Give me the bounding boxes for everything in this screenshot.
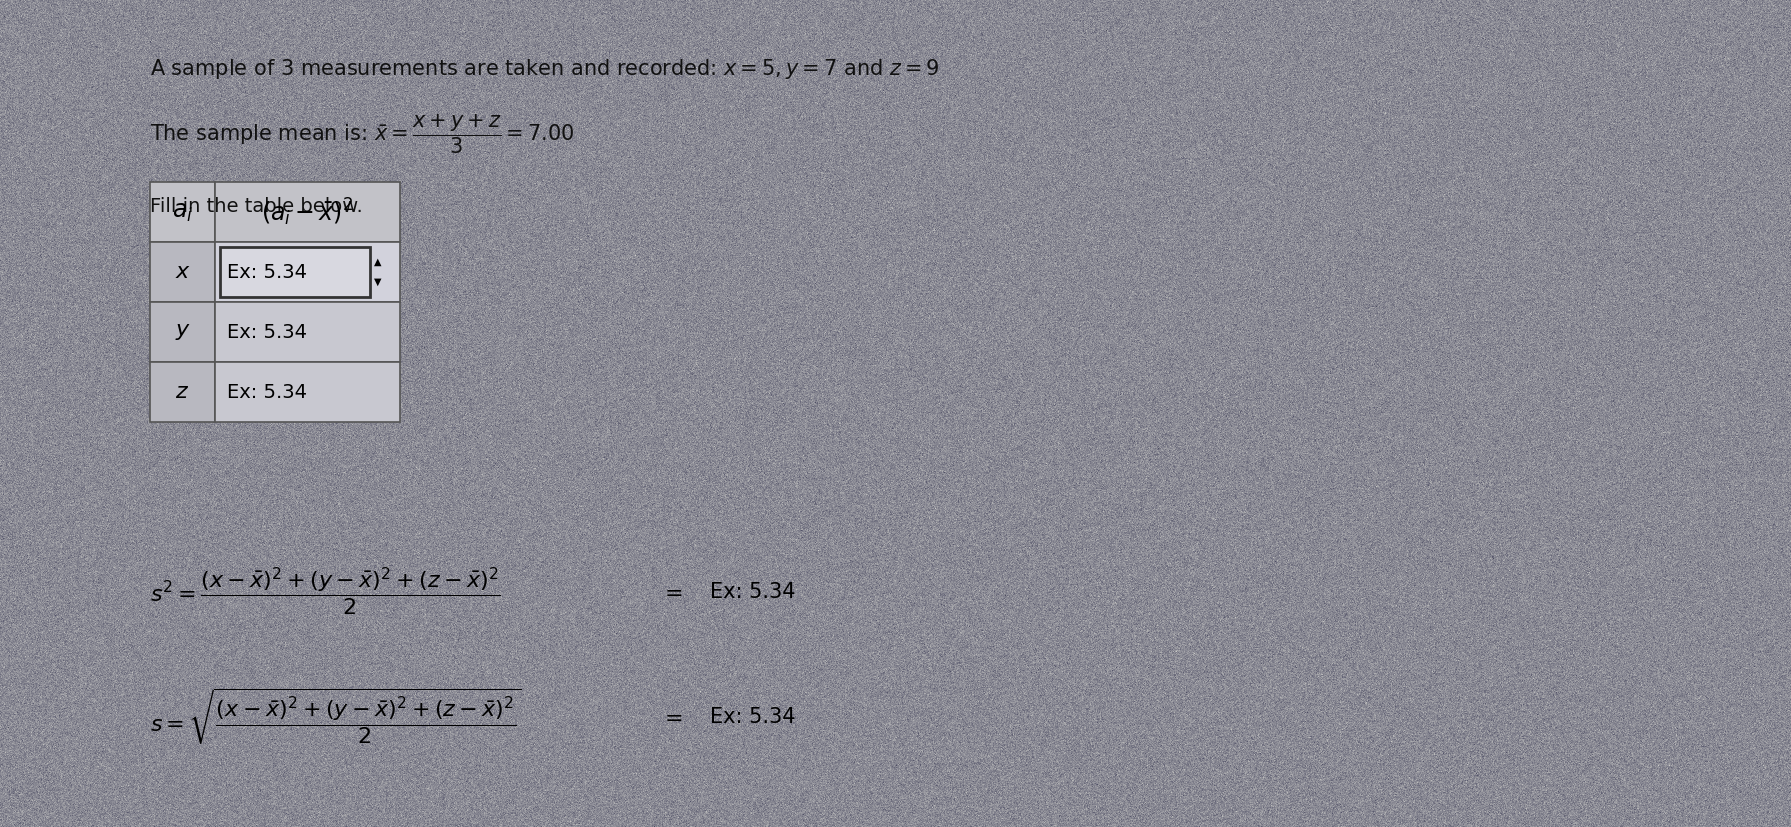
Text: Ex: 5.34: Ex: 5.34: [709, 582, 795, 602]
Text: ▲: ▲: [374, 257, 381, 267]
Bar: [215, 302, 399, 362]
Text: $a_i$: $a_i$: [172, 200, 193, 224]
Text: A sample of 3 measurements are taken and recorded: $x = 5, y = 7$ and $z = 9$: A sample of 3 measurements are taken and…: [150, 57, 940, 81]
Bar: [215, 242, 399, 302]
Text: The sample mean is: $\bar{x} = \dfrac{x+y+z}{3} = 7.00$: The sample mean is: $\bar{x} = \dfrac{x+…: [150, 112, 575, 155]
Text: $s = \sqrt{\dfrac{(x-\bar{x})^2+(y-\bar{x})^2+(z-\bar{x})^2}{2}}$: $s = \sqrt{\dfrac{(x-\bar{x})^2+(y-\bar{…: [150, 687, 521, 747]
Text: ▼: ▼: [374, 277, 381, 287]
Text: $x$: $x$: [174, 262, 190, 282]
Text: $z$: $z$: [176, 382, 190, 402]
Bar: [220, 247, 371, 297]
Text: $s^2 = \dfrac{(x-\bar{x})^2+(y-\bar{x})^2+(z-\bar{x})^2}{2}$: $s^2 = \dfrac{(x-\bar{x})^2+(y-\bar{x})^…: [150, 566, 501, 618]
Text: Fill in the table below.: Fill in the table below.: [150, 197, 364, 216]
Bar: [150, 182, 215, 242]
Text: $(a_i - \bar{x})^2$: $(a_i - \bar{x})^2$: [261, 196, 353, 227]
Text: Ex: 5.34: Ex: 5.34: [227, 383, 306, 401]
Text: Ex: 5.34: Ex: 5.34: [227, 323, 306, 342]
Text: Ex: 5.34: Ex: 5.34: [227, 262, 306, 281]
Bar: [150, 362, 215, 422]
Text: $=$: $=$: [661, 707, 682, 727]
Bar: [215, 362, 399, 422]
Text: $=$: $=$: [661, 582, 682, 602]
Text: $y$: $y$: [174, 322, 190, 342]
Bar: [150, 302, 215, 362]
Text: Ex: 5.34: Ex: 5.34: [709, 707, 795, 727]
Bar: [215, 182, 399, 242]
Bar: [150, 242, 215, 302]
